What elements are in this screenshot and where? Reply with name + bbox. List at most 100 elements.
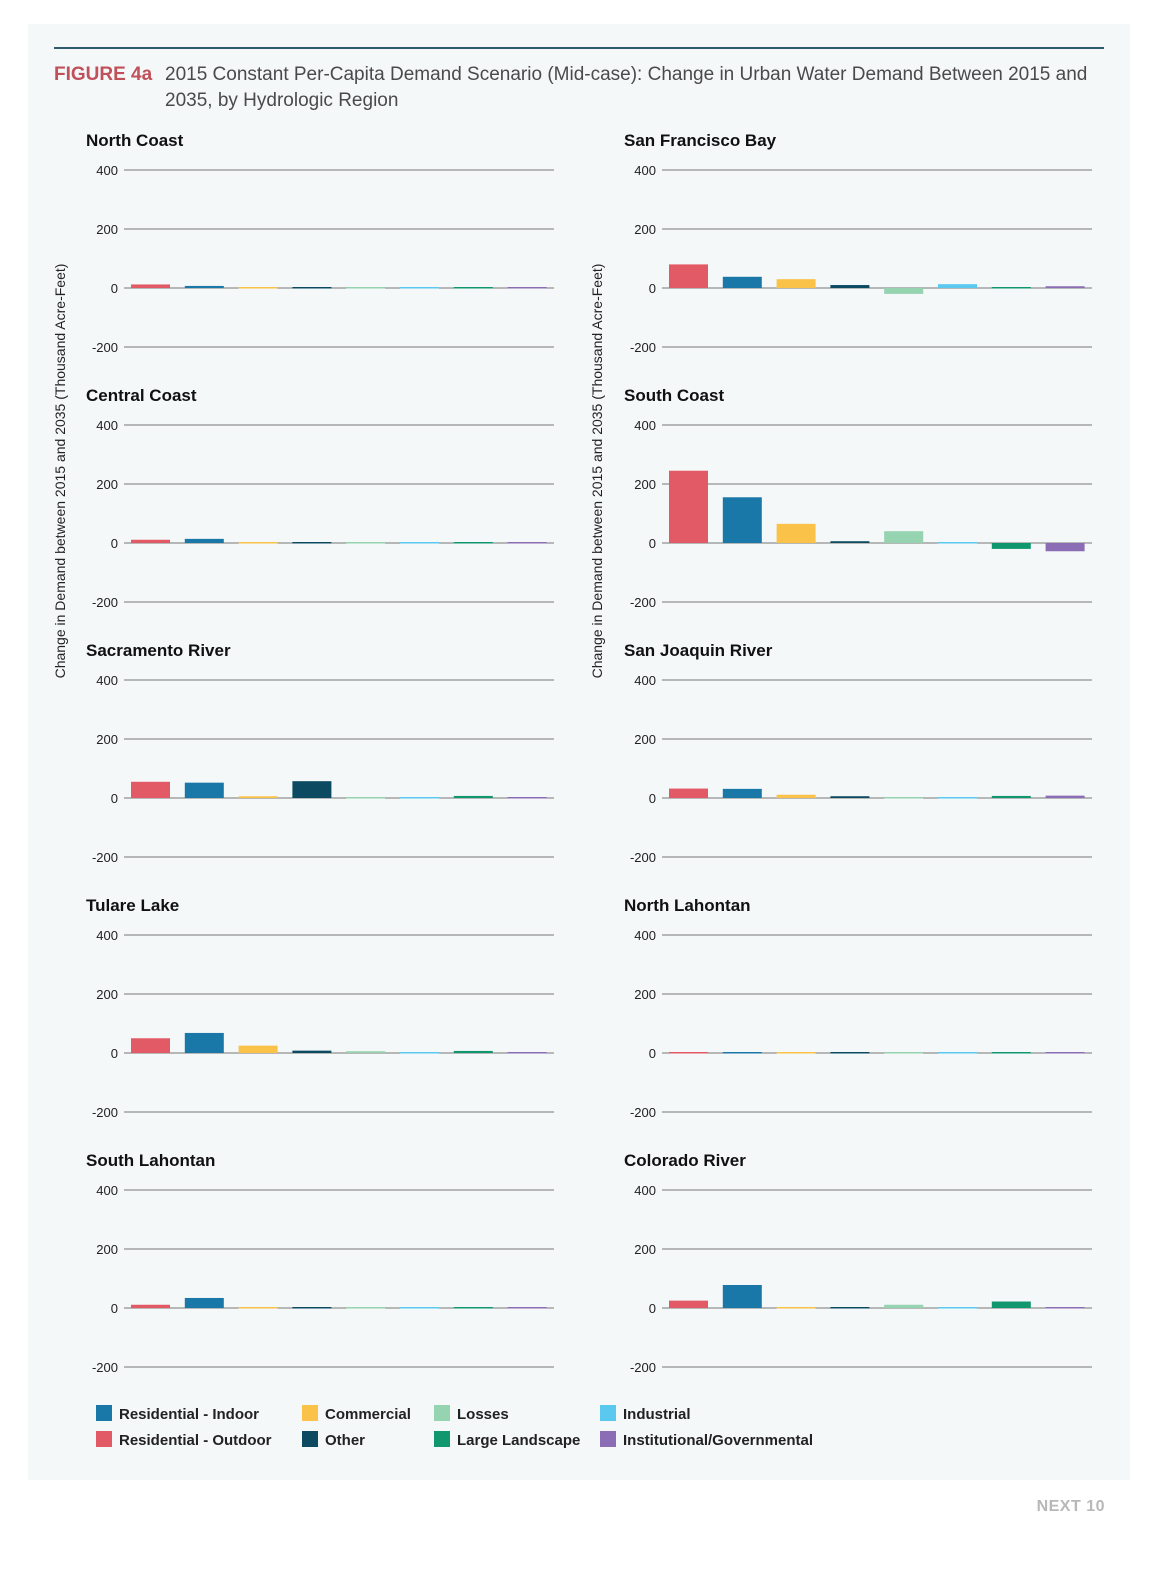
tick-label-north-lahontan: -200 xyxy=(630,1105,656,1120)
legend-label: Commercial xyxy=(325,1406,411,1423)
bar-tulare-lake-residential-indoor xyxy=(184,1032,224,1053)
bar-south-lahontan-large-landscape xyxy=(453,1307,493,1309)
tick-label-colorado-river: 0 xyxy=(649,1301,656,1316)
tick-label-san-francisco-bay: 0 xyxy=(649,281,656,296)
bar-colorado-river-large-landscape xyxy=(991,1301,1031,1308)
bar-south-coast-losses xyxy=(884,531,924,543)
tick-label-south-lahontan: -200 xyxy=(92,1360,118,1375)
tick-label-sacramento-river: 0 xyxy=(111,791,118,806)
bar-san-francisco-bay-large-landscape xyxy=(991,287,1031,289)
legend-swatch xyxy=(96,1405,112,1421)
bar-sacramento-river-industrial xyxy=(400,797,439,799)
tick-label-north-lahontan: 400 xyxy=(634,928,656,943)
bar-tulare-lake-losses xyxy=(346,1051,386,1053)
bar-north-lahontan-other xyxy=(830,1052,870,1054)
chart-title-tulare-lake: Tulare Lake xyxy=(86,896,179,915)
bar-central-coast-industrial xyxy=(400,542,439,544)
legend-swatch xyxy=(434,1405,450,1421)
tick-label-north-coast: 0 xyxy=(111,281,118,296)
tick-label-tulare-lake: -200 xyxy=(92,1105,118,1120)
tick-label-colorado-river: 200 xyxy=(634,1242,656,1257)
chart-title-san-joaquin-river: San Joaquin River xyxy=(624,641,773,660)
legend: Residential - Indoor Residential - Outdoo… xyxy=(96,1405,896,1461)
legend-swatch xyxy=(600,1405,616,1421)
tick-label-south-coast: 200 xyxy=(634,477,656,492)
tick-label-colorado-river: -200 xyxy=(630,1360,656,1375)
bar-north-lahontan-residential-outdoor xyxy=(669,1052,708,1054)
bar-north-lahontan-residential-indoor xyxy=(722,1052,762,1054)
figure-number: FIGURE 4a xyxy=(54,64,153,85)
bar-tulare-lake-residential-outdoor xyxy=(131,1038,170,1053)
bar-tulare-lake-institutional-governmental xyxy=(507,1052,547,1054)
bar-sacramento-river-other xyxy=(292,781,332,798)
bar-tulare-lake-other xyxy=(292,1050,332,1053)
tick-label-tulare-lake: 400 xyxy=(96,928,118,943)
bar-san-joaquin-river-residential-indoor xyxy=(722,788,762,798)
legend-item: Industrial xyxy=(600,1405,691,1427)
bar-colorado-river-other xyxy=(830,1307,870,1309)
bar-colorado-river-residential-outdoor xyxy=(669,1300,708,1308)
legend-swatch xyxy=(600,1431,616,1447)
legend-swatch xyxy=(302,1431,318,1447)
bar-north-coast-commercial xyxy=(238,287,278,289)
bar-san-joaquin-river-institutional-governmental xyxy=(1045,795,1085,798)
tick-label-san-francisco-bay: 200 xyxy=(634,222,656,237)
bar-sacramento-river-commercial xyxy=(238,796,278,798)
legend-item: Other xyxy=(302,1431,365,1453)
chart-title-sacramento-river: Sacramento River xyxy=(86,641,231,660)
bar-colorado-river-residential-indoor xyxy=(722,1284,762,1308)
tick-label-san-joaquin-river: 0 xyxy=(649,791,656,806)
bar-north-coast-other xyxy=(292,287,332,289)
bar-san-francisco-bay-commercial xyxy=(776,279,816,288)
bar-north-lahontan-institutional-governmental xyxy=(1045,1052,1085,1054)
bar-san-joaquin-river-commercial xyxy=(776,794,816,798)
tick-label-south-lahontan: 0 xyxy=(111,1301,118,1316)
bar-south-coast-industrial xyxy=(938,542,977,544)
tick-label-san-joaquin-river: -200 xyxy=(630,850,656,865)
bar-south-coast-residential-outdoor xyxy=(669,470,708,543)
bar-colorado-river-losses xyxy=(884,1304,924,1308)
bar-san-joaquin-river-other xyxy=(830,796,870,798)
tick-label-south-lahontan: 400 xyxy=(96,1183,118,1198)
bar-san-francisco-bay-losses xyxy=(884,288,924,294)
legend-swatch xyxy=(434,1431,450,1447)
bar-south-lahontan-residential-indoor xyxy=(184,1297,224,1308)
bar-central-coast-large-landscape xyxy=(453,542,493,544)
chart-title-south-lahontan: South Lahontan xyxy=(86,1151,215,1170)
bar-colorado-river-commercial xyxy=(776,1307,816,1309)
bar-sacramento-river-large-landscape xyxy=(453,795,493,798)
bar-colorado-river-institutional-governmental xyxy=(1045,1307,1085,1309)
bar-north-lahontan-industrial xyxy=(938,1052,977,1054)
legend-item: Residential - Indoor xyxy=(96,1405,259,1427)
legend-label: Residential - Indoor xyxy=(119,1406,260,1423)
legend-label: Institutional/Governmental xyxy=(623,1432,814,1449)
bar-sacramento-river-residential-indoor xyxy=(184,782,224,798)
tick-label-south-lahontan: 200 xyxy=(96,1242,118,1257)
bar-sacramento-river-institutional-governmental xyxy=(507,797,547,799)
bar-tulare-lake-large-landscape xyxy=(453,1050,493,1053)
bar-north-lahontan-commercial xyxy=(776,1052,816,1054)
bar-central-coast-institutional-governmental xyxy=(507,542,547,544)
tick-label-central-coast: -200 xyxy=(92,595,118,610)
bar-south-lahontan-industrial xyxy=(400,1307,439,1309)
bar-south-coast-institutional-governmental xyxy=(1045,543,1085,552)
bar-south-coast-commercial xyxy=(776,523,816,543)
chart-title-north-coast: North Coast xyxy=(86,131,184,150)
footer-brand: NEXT 10 xyxy=(1036,1498,1105,1515)
bar-south-lahontan-institutional-governmental xyxy=(507,1307,547,1309)
tick-label-north-lahontan: 0 xyxy=(649,1046,656,1061)
tick-label-north-coast: -200 xyxy=(92,340,118,355)
bar-north-coast-large-landscape xyxy=(453,287,493,289)
bar-tulare-lake-commercial xyxy=(238,1045,278,1053)
tick-label-san-francisco-bay: 400 xyxy=(634,163,656,178)
legend-label: Residential - Outdoor xyxy=(119,1432,272,1449)
bar-san-joaquin-river-industrial xyxy=(938,797,977,799)
bar-south-lahontan-commercial xyxy=(238,1307,278,1309)
tick-label-north-coast: 400 xyxy=(96,163,118,178)
tick-label-north-lahontan: 200 xyxy=(634,987,656,1002)
bar-north-lahontan-losses xyxy=(884,1052,924,1054)
legend-label: Other xyxy=(325,1432,366,1449)
legend-label: Industrial xyxy=(623,1406,691,1423)
chart-title-central-coast: Central Coast xyxy=(86,386,197,405)
legend-item: Residential - Outdoor xyxy=(96,1431,272,1453)
